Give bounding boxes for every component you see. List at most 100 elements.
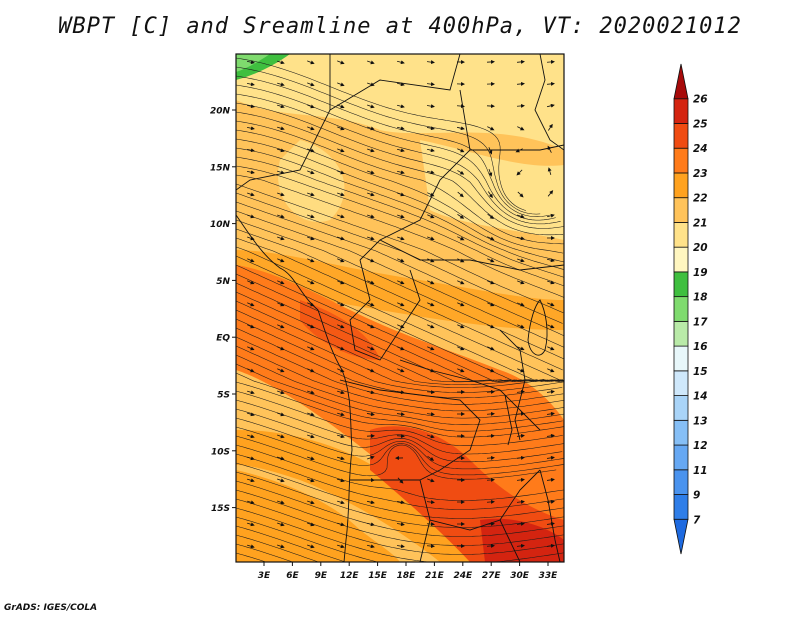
colorbar-label: 17	[693, 316, 708, 328]
stream-arrow	[516, 477, 525, 482]
colorbar-label: 7	[693, 514, 701, 526]
stream-arrow	[247, 258, 255, 263]
stream-arrow	[487, 302, 495, 307]
stream-arrow	[516, 169, 523, 176]
streamline	[236, 462, 564, 519]
stream-arrow	[517, 280, 525, 285]
stream-arrow	[337, 500, 345, 505]
stream-arrow	[546, 433, 555, 438]
credit-footer: GrADS: IGES/COLA	[4, 603, 98, 613]
stream-arrow	[548, 123, 553, 131]
streamline	[236, 534, 320, 562]
lat-tick-label: 15S	[211, 504, 230, 514]
stream-arrow	[247, 434, 255, 439]
streamline	[236, 426, 564, 476]
stream-arrow	[277, 60, 285, 65]
colorbar-label: 14	[693, 391, 708, 403]
stream-arrow	[457, 324, 465, 329]
stream-arrow	[427, 455, 435, 461]
stream-arrow	[367, 324, 375, 329]
stream-arrow	[277, 390, 285, 395]
lon-tick-label: 12E	[340, 571, 360, 581]
colorbar-swatch	[673, 222, 689, 248]
stream-arrow	[397, 236, 405, 241]
stream-arrow	[247, 192, 255, 197]
stream-arrow	[337, 368, 345, 373]
stream-arrow	[247, 544, 255, 549]
stream-arrow	[307, 280, 315, 285]
stream-arrow	[457, 170, 465, 175]
stream-arrow	[277, 522, 285, 527]
streamline	[236, 201, 564, 336]
stream-arrow	[427, 170, 435, 175]
stream-arrow	[547, 280, 555, 285]
streamline	[236, 417, 564, 470]
colorbar-label: 18	[693, 292, 708, 304]
stream-arrow	[487, 213, 495, 219]
streamline	[236, 66, 541, 215]
stream-arrow	[247, 478, 255, 483]
colorbar-label: 9	[693, 490, 700, 502]
stream-arrow	[396, 412, 405, 417]
stream-arrow	[247, 412, 255, 417]
stream-arrow	[517, 302, 525, 307]
stream-arrow	[457, 280, 465, 285]
stream-arrow	[337, 544, 345, 549]
stream-arrow	[546, 543, 555, 548]
streamline	[236, 246, 563, 382]
streamline	[236, 237, 564, 382]
stream-arrow	[247, 236, 255, 241]
stream-arrow	[307, 522, 315, 527]
stream-arrow	[337, 60, 345, 65]
colorbar-label: 15	[693, 366, 708, 378]
stream-arrow	[457, 191, 464, 198]
stream-arrow	[307, 60, 315, 65]
lat-tick-label: 20N	[210, 107, 231, 117]
stream-arrow	[457, 346, 465, 351]
streamline	[236, 444, 564, 501]
stream-arrow	[457, 214, 465, 219]
streamline	[236, 93, 561, 225]
stream-arrow	[396, 544, 405, 549]
stream-arrow	[488, 169, 493, 177]
stream-arrow	[277, 302, 285, 307]
lon-tick-label: 24E	[453, 571, 473, 581]
lat-tick-label: 10S	[211, 447, 230, 457]
colorbar-swatch	[673, 469, 689, 495]
stream-arrow	[546, 103, 555, 108]
streamline	[236, 273, 563, 382]
colorbar-swatch	[673, 63, 689, 100]
colorbar-swatch	[673, 246, 689, 273]
colorbar-swatch	[673, 296, 689, 322]
colorbar-swatch	[673, 172, 689, 199]
stream-arrow	[337, 170, 345, 175]
colorbar-swatch	[673, 147, 689, 174]
colorbar-swatch	[673, 320, 689, 347]
stream-arrow	[277, 236, 285, 241]
stream-arrow	[247, 280, 255, 285]
stream-arrow	[247, 456, 255, 461]
stream-arrow	[277, 82, 285, 87]
colorbar-label: 23	[693, 168, 708, 180]
stream-arrow	[457, 368, 465, 373]
stream-arrow	[516, 411, 525, 416]
stream-arrow	[307, 456, 315, 461]
stream-arrow	[307, 302, 315, 307]
stream-arrow	[367, 214, 375, 219]
streamline	[236, 147, 564, 270]
streamline	[236, 84, 556, 221]
stream-arrow	[367, 236, 375, 241]
latitude-axis: 20N 15N 10N 5N EQ 5S 10S 15S	[210, 107, 236, 514]
stream-arrow	[396, 126, 405, 131]
stream-arrow	[307, 126, 315, 131]
streamline	[236, 435, 557, 480]
stream-arrow	[487, 258, 495, 263]
streamline	[236, 183, 564, 313]
stream-arrow	[247, 500, 255, 505]
stream-arrow	[487, 280, 495, 285]
stream-arrow	[516, 236, 525, 241]
stream-arrow	[277, 500, 285, 505]
stream-arrow	[277, 104, 285, 109]
stream-arrow	[487, 324, 495, 329]
streamline	[236, 399, 564, 455]
